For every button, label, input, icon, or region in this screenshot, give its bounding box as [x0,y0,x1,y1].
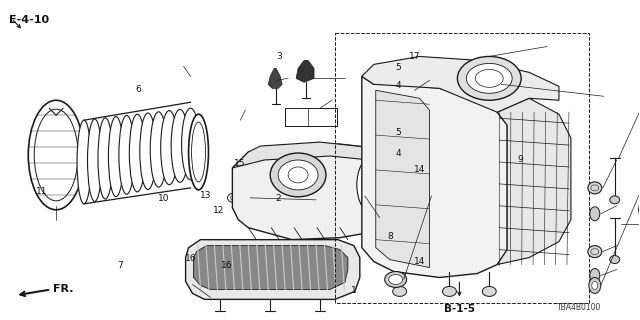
Ellipse shape [129,114,145,192]
Ellipse shape [588,182,602,194]
Bar [335,33,589,303]
Ellipse shape [385,271,406,287]
Ellipse shape [610,196,620,204]
Text: 13: 13 [200,190,212,200]
Ellipse shape [467,63,512,93]
Polygon shape [186,240,360,300]
Polygon shape [193,246,348,289]
Bar [285,108,337,126]
Ellipse shape [458,56,521,100]
Ellipse shape [161,111,178,185]
Polygon shape [232,142,404,168]
Ellipse shape [442,286,456,296]
Text: 14: 14 [414,258,426,267]
Text: TBA4B0100: TBA4B0100 [557,303,601,312]
Ellipse shape [171,109,189,182]
Ellipse shape [270,153,326,197]
Polygon shape [639,162,640,261]
Text: 5: 5 [395,128,401,137]
Text: 4: 4 [395,81,401,90]
Ellipse shape [589,277,601,293]
Ellipse shape [483,286,496,296]
Text: 11: 11 [36,188,48,196]
Polygon shape [268,68,282,88]
Ellipse shape [28,100,84,210]
Text: 16: 16 [221,261,233,270]
Ellipse shape [357,157,387,213]
Text: 16: 16 [185,254,196,263]
Ellipse shape [98,118,113,199]
Ellipse shape [362,165,381,205]
Ellipse shape [182,108,200,180]
Polygon shape [232,144,404,240]
Text: 2: 2 [275,194,281,203]
Text: E-4-10: E-4-10 [10,15,49,25]
Polygon shape [296,60,314,82]
Text: 15: 15 [234,159,246,168]
Text: 8: 8 [387,232,393,241]
Text: 9: 9 [518,156,524,164]
Text: 17: 17 [409,52,420,61]
Ellipse shape [590,207,600,221]
Ellipse shape [119,116,134,194]
Ellipse shape [150,112,167,187]
Text: 5: 5 [395,63,401,72]
Ellipse shape [388,275,403,284]
Ellipse shape [88,119,102,201]
Text: B-1-5: B-1-5 [444,304,475,314]
Text: 3: 3 [276,52,282,61]
Ellipse shape [610,256,620,264]
Polygon shape [376,90,429,268]
Ellipse shape [189,114,209,190]
Ellipse shape [35,109,78,201]
Text: 12: 12 [213,206,225,215]
Ellipse shape [227,193,243,203]
Text: 14: 14 [414,165,426,174]
Ellipse shape [278,160,318,190]
Ellipse shape [590,268,600,283]
Polygon shape [362,76,507,277]
Text: 7: 7 [117,261,123,270]
Ellipse shape [393,286,406,296]
Ellipse shape [77,120,91,204]
Text: 1: 1 [351,286,356,295]
Text: 6: 6 [135,85,141,94]
Ellipse shape [588,246,602,258]
Ellipse shape [592,282,598,289]
Polygon shape [497,98,571,265]
Text: FR.: FR. [53,284,74,294]
Ellipse shape [191,122,205,182]
Text: 4: 4 [395,149,401,158]
Ellipse shape [140,113,156,189]
Ellipse shape [108,116,124,197]
Polygon shape [362,56,559,112]
Text: 10: 10 [157,194,169,203]
